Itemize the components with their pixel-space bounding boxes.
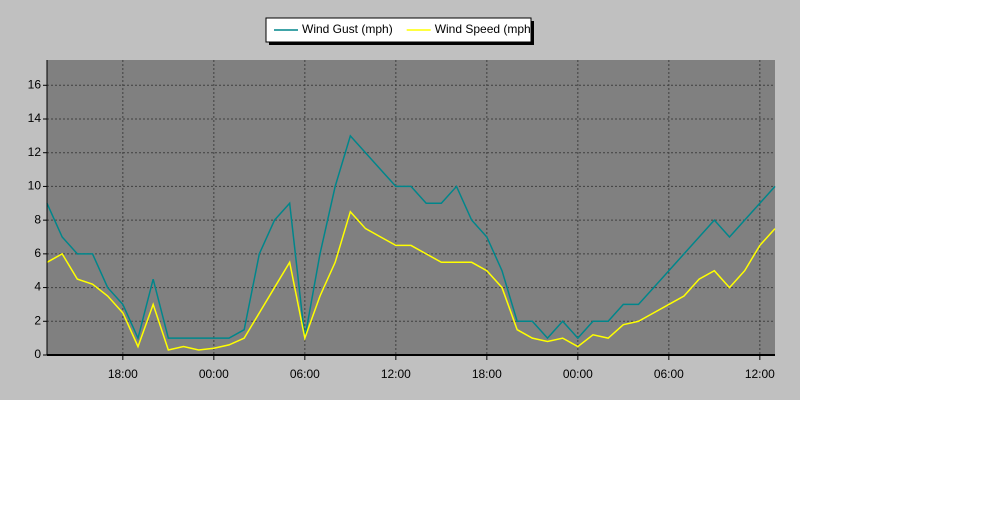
y-tick-label: 14 [28, 111, 42, 125]
labels: 0 2 4 6 8 10 12 14 16 18:00 00:00 06:00 12:00 18:00 00… [28, 77, 776, 381]
x-tick-label: 06:00 [290, 367, 320, 381]
x-tick-label: 18:00 [108, 367, 138, 381]
y-tick-label: 6 [34, 246, 41, 260]
x-tick-label: 18:00 [472, 367, 502, 381]
series-lines [46, 134, 776, 351]
x-tick-label: 12:00 [381, 367, 411, 381]
y-tick-label: 16 [28, 77, 42, 91]
y-tick-label: 0 [34, 347, 41, 361]
series-line [46, 210, 776, 351]
y-tick-label: 10 [28, 179, 42, 193]
series-line [46, 134, 776, 341]
y-tick-label: 4 [34, 280, 41, 294]
legend [265, 17, 532, 43]
x-tick-label: 06:00 [654, 367, 684, 381]
y-tick-label: 12 [28, 145, 42, 159]
x-tick-label: 12:00 [745, 367, 775, 381]
legend-label: Wind Speed (mph) [435, 22, 535, 36]
grid [47, 60, 775, 356]
plot-area [47, 60, 775, 355]
y-tick-label: 2 [34, 313, 41, 327]
x-tick-label: 00:00 [563, 367, 593, 381]
legend-label: Wind Gust (mph) [302, 22, 393, 36]
legend-entries: Wind Gust (mph) Wind Speed (mph) [274, 22, 535, 36]
x-tick-label: 00:00 [199, 367, 229, 381]
y-tick-label: 8 [34, 212, 41, 226]
